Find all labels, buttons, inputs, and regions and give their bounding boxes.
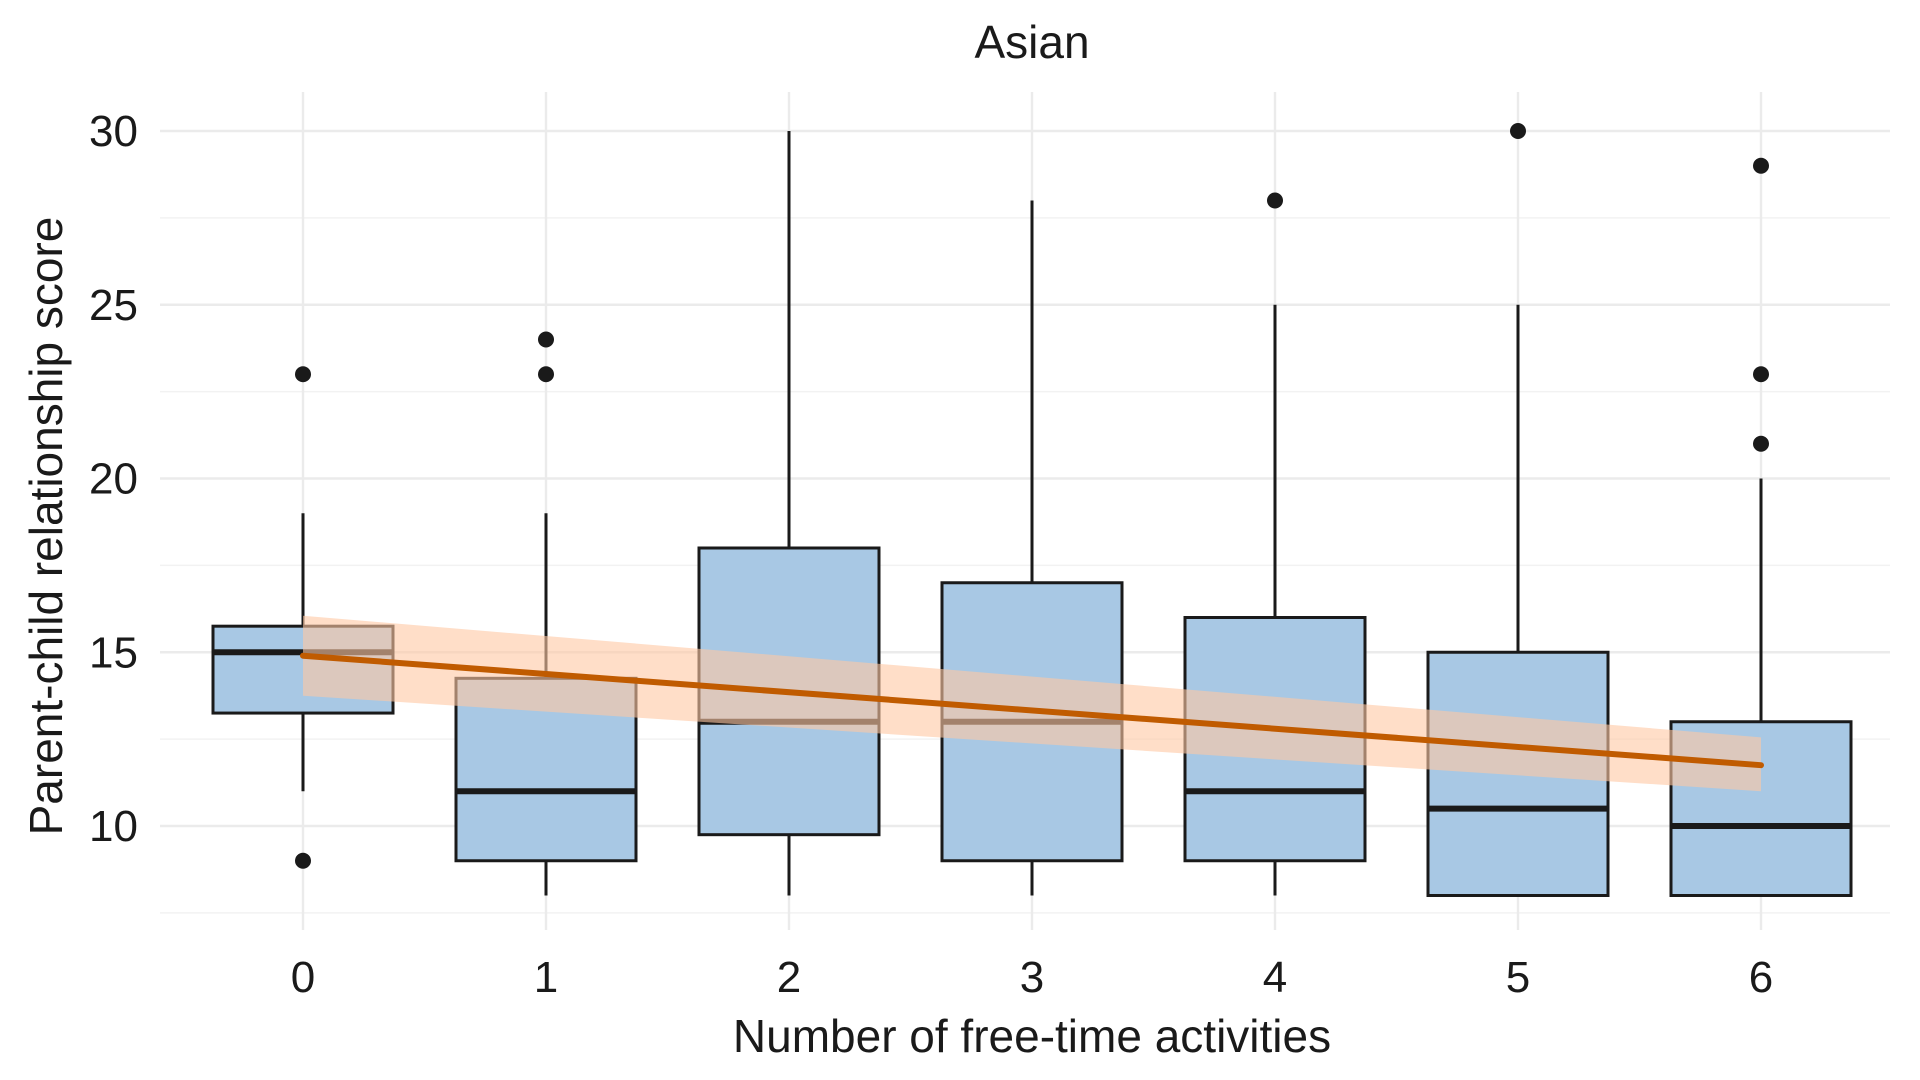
outlier-point: [1267, 192, 1283, 209]
y-tick-label: 15: [89, 628, 138, 677]
x-axis-title: Number of free-time activities: [733, 1010, 1331, 1062]
y-axis-title: Parent-child relationship score: [20, 217, 72, 836]
x-tick-label: 0: [291, 953, 315, 1002]
x-tick-labels: 0 1 2 3 4 5 6: [291, 953, 1773, 1002]
outlier-point: [295, 366, 311, 383]
outlier-point: [1753, 157, 1769, 174]
x-tick-label: 5: [1506, 953, 1530, 1002]
outlier-point: [1510, 123, 1526, 139]
outlier-point: [538, 366, 554, 383]
box-2: [697, 131, 881, 896]
x-tick-label: 4: [1263, 953, 1287, 1002]
trend-line-group: [300, 615, 1764, 792]
x-tick-label: 1: [534, 953, 558, 1002]
y-tick-label: 30: [89, 107, 138, 156]
trend-line: [300, 652, 1764, 769]
x-tick-label: 2: [777, 953, 801, 1002]
x-tick-label: 6: [1749, 953, 1773, 1002]
outlier-point: [295, 852, 311, 869]
y-tick-label: 10: [89, 802, 138, 851]
confidence-band: [303, 615, 1761, 792]
y-tick-label: 20: [89, 455, 138, 504]
chart-title: Asian: [974, 16, 1089, 68]
y-tick-label: 25: [89, 281, 138, 330]
x-tick-label: 3: [1020, 953, 1044, 1002]
outlier-point: [538, 331, 554, 348]
outlier-point: [1753, 366, 1769, 383]
outlier-point: [1753, 435, 1769, 452]
y-tick-labels: 10 15 20 25 30: [89, 107, 138, 851]
